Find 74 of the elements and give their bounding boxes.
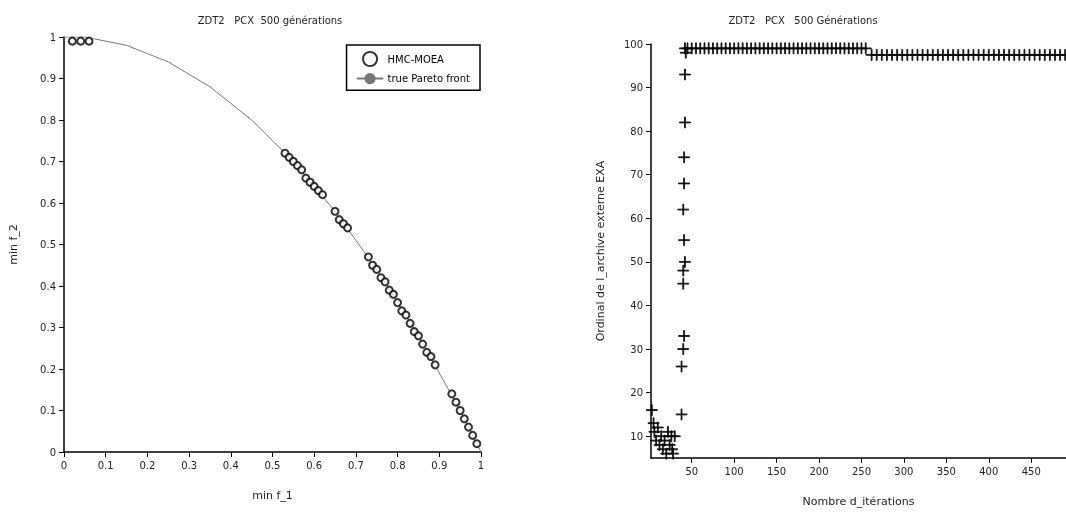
y-tick-label: 20 xyxy=(630,387,643,399)
point xyxy=(401,310,411,320)
x-tick-label: 200 xyxy=(809,465,829,477)
x-tick-label: 250 xyxy=(851,465,872,477)
point xyxy=(76,36,86,46)
y-tick-label: 0.8 xyxy=(40,114,56,126)
point xyxy=(413,331,423,341)
x-tick-label: 100 xyxy=(724,465,744,477)
legend-label: HMC-MOEA xyxy=(387,53,445,65)
y-axis-title: Ordinal de l_archive externe EXA xyxy=(594,160,607,342)
chart-title: ZDT2 PCX 500 générations xyxy=(197,14,343,26)
point xyxy=(418,339,428,349)
point xyxy=(380,277,390,287)
y-axis-title: min f_2 xyxy=(7,224,20,265)
point xyxy=(464,422,473,432)
x-tick-label: 0.9 xyxy=(431,459,448,471)
point xyxy=(472,439,482,449)
x-tick-label: 50 xyxy=(685,465,699,477)
y-tick-label: 80 xyxy=(630,125,643,137)
y-tick-label: 100 xyxy=(623,38,643,50)
point xyxy=(455,406,465,415)
y-tick-label: 10 xyxy=(630,430,643,442)
x-tick-label: 350 xyxy=(936,465,956,477)
point xyxy=(405,318,415,328)
x-axis-title: Nombre d_itérations xyxy=(802,495,915,508)
x-tick-label: 0.2 xyxy=(139,459,156,471)
y-tick-label: 90 xyxy=(630,82,643,94)
y-tick-label: 0.7 xyxy=(40,156,56,167)
point xyxy=(426,352,436,362)
x-tick-label: 450 xyxy=(1021,465,1041,477)
x-tick-label: 400 xyxy=(979,465,999,477)
point xyxy=(372,264,382,274)
y-tick-label: 0.5 xyxy=(40,239,56,250)
x-tick-label: 0.5 xyxy=(264,459,281,471)
x-axis-title: min f_1 xyxy=(252,489,293,502)
y-tick-label: 0 xyxy=(49,446,56,458)
point xyxy=(393,298,403,308)
y-tick-label: 70 xyxy=(630,169,643,181)
y-tick-label: 60 xyxy=(630,212,643,224)
point xyxy=(363,252,373,262)
legend-label: true Pareto front xyxy=(387,73,471,85)
point xyxy=(459,414,469,424)
point xyxy=(297,165,307,175)
point xyxy=(67,36,77,46)
y-tick-label: 0.3 xyxy=(40,322,56,333)
point xyxy=(451,397,461,407)
x-tick-label: 0.7 xyxy=(347,459,364,471)
point xyxy=(343,223,353,233)
y-tick-label: 1 xyxy=(49,31,56,43)
y-tick-label: 40 xyxy=(630,299,643,311)
y-tick-label: 0.2 xyxy=(40,363,56,375)
x-tick-label: 300 xyxy=(894,465,914,477)
x-tick-label: 0.1 xyxy=(97,459,114,471)
x-tick-label: 150 xyxy=(767,465,787,477)
point xyxy=(84,36,94,46)
x-tick-label: 0.8 xyxy=(389,459,406,471)
y-tick-label: 0.6 xyxy=(40,197,56,209)
x-tick-label: 0.3 xyxy=(181,459,198,471)
point xyxy=(468,430,478,440)
point xyxy=(388,289,398,299)
point xyxy=(447,389,457,399)
chart-title: ZDT2 PCX 500 Générations xyxy=(728,14,878,26)
point xyxy=(430,360,440,370)
y-tick-label: 0.9 xyxy=(40,73,56,84)
point xyxy=(318,190,328,200)
y-tick-label: 50 xyxy=(630,256,643,268)
y-tick-label: 30 xyxy=(630,343,643,355)
y-tick-label: 0.4 xyxy=(40,280,56,292)
x-tick-label: 0.6 xyxy=(306,459,323,471)
x-tick-label: 1 xyxy=(477,459,485,471)
y-tick-label: 0.1 xyxy=(40,405,56,416)
x-tick-label: 0.4 xyxy=(222,459,239,471)
point xyxy=(330,206,340,216)
x-tick-label: 0 xyxy=(60,459,68,471)
